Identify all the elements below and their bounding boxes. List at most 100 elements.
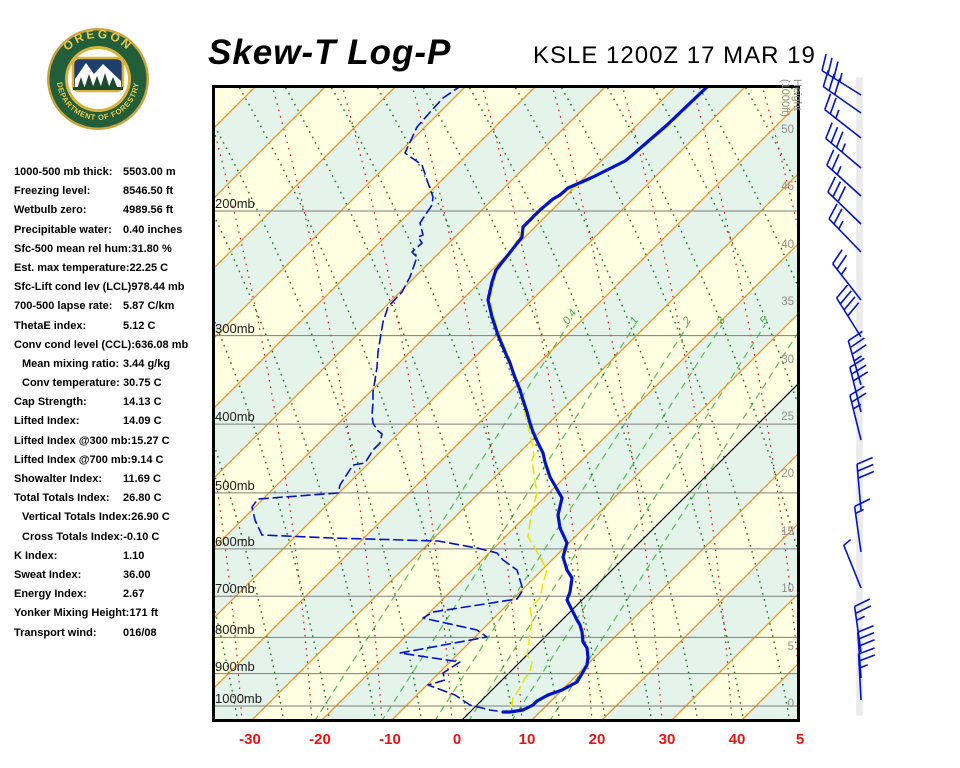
stat-label: Lifted Index: (14, 415, 80, 428)
stat-label: Total Totals Index: (14, 492, 110, 505)
pressure-label: 800mb (215, 622, 255, 638)
temperature-tick: -10 (379, 731, 401, 748)
station-datetime: KSLE 1200Z 17 MAR 19 (533, 42, 816, 69)
stat-value: 3.44 g/kg (123, 357, 171, 370)
stat-row: Mean mixing ratio: 3.44 g/kg (14, 358, 214, 377)
temperature-tick: -30 (239, 731, 261, 748)
stat-value: 5.87 C/km (123, 300, 175, 313)
stat-value: 5.12 C (123, 319, 156, 332)
stat-value: 11.69 C (123, 473, 161, 485)
stat-row: Freezing level: 8546.50 ft (14, 185, 214, 204)
stat-row: Lifted Index: 14.09 C (14, 415, 214, 434)
height-tick: 0 (787, 698, 794, 710)
stat-value: 31.80 % (131, 242, 172, 255)
stat-row: Yonker Mixing Height:171 ft (14, 607, 214, 626)
height-tick: 25 (781, 411, 794, 423)
stat-label: 700-500 lapse rate: (14, 300, 113, 313)
temperature-tick: 40 (728, 731, 746, 748)
skewt-plot-canvas: 0.4 1 2 3 5 8 (212, 85, 800, 722)
stat-row: Sfc-500 mean rel hum:31.80 % (14, 243, 214, 262)
stat-label: Sweat Index: (14, 568, 82, 581)
stat-row: Conv temperature: 30.75 C (14, 377, 214, 396)
stat-row: Lifted Index @300 mb:15.27 C (14, 435, 214, 454)
stat-row: 1000-500 mb thick: 5503.00 m (14, 166, 214, 185)
height-axis-title-line1: Height (791, 79, 803, 111)
stat-row: K Index: 1.10 (14, 550, 214, 569)
pressure-label: 300mb (215, 320, 255, 336)
temperature-tick: 0 (452, 731, 462, 748)
stat-label: Lifted Index @700 mb: (14, 453, 132, 466)
stat-row: Est. max temperature:22.25 C (14, 262, 214, 281)
stat-value: 26.80 C (123, 492, 162, 505)
stat-value: 14.13 C (123, 396, 162, 409)
stat-value: 5503.00 m (123, 166, 176, 178)
stat-value: 2.67 (123, 588, 145, 601)
stat-row: Vertical Totals Index:26.90 C (14, 511, 214, 530)
svg-text:1: 1 (628, 315, 641, 327)
height-tick: 35 (781, 296, 794, 309)
stat-row: Showalter Index: 11.69 C (14, 473, 214, 492)
stat-row: Wetbulb zero: 4989.56 ft (14, 204, 214, 223)
stat-label: Freezing level: (14, 185, 91, 198)
height-tick: 50 (781, 124, 794, 136)
stat-value: 26.90 C (131, 511, 170, 524)
stat-label: Cross Totals Index: (22, 530, 124, 543)
stat-label: Energy Index: (14, 588, 87, 601)
stat-value: 4989.56 ft (123, 204, 174, 217)
height-tick: 5 (787, 640, 794, 653)
stat-value: 14.09 C (123, 415, 162, 428)
stat-value: 9.14 C (131, 453, 164, 466)
stat-row: 700-500 lapse rate: 5.87 C/km (14, 300, 214, 319)
pressure-label: 900mb (215, 658, 255, 674)
stat-row: ThetaE index: 5.12 C (14, 320, 214, 339)
temperature-tick: -20 (309, 731, 331, 748)
stat-label: 1000-500 mb thick: (14, 166, 113, 178)
temperature-tick: 30 (658, 731, 676, 748)
stat-label: Wetbulb zero: (14, 204, 87, 217)
height-tick: 30 (781, 353, 794, 366)
logo-scene (71, 56, 125, 93)
stat-label: K Index: (14, 549, 58, 562)
stat-value: 636.08 mb (135, 338, 189, 351)
stat-row: Conv cond level (CCL):636.08 mb (14, 339, 214, 358)
page-title: Skew-T Log-P (208, 33, 452, 72)
stat-value: -0.10 C (123, 530, 160, 543)
pressure-label: 700mb (215, 581, 255, 597)
stat-label: Conv cond level (CCL): (14, 338, 136, 351)
stat-row: Energy Index: 2.67 (14, 588, 214, 607)
stat-label: Sfc-Lift cond lev (LCL) (14, 281, 132, 294)
sounding-indices-panel: 1000-500 mb thick: 5503.00 m Freezing leve… (14, 166, 214, 646)
stat-row: Sweat Index: 36.00 (14, 569, 214, 588)
stat-value: 36.00 (123, 568, 151, 581)
stat-label: Sfc-500 mean rel hum: (14, 242, 132, 255)
stat-value: 8546.50 ft (123, 185, 174, 198)
stat-label: Est. max temperature: (14, 261, 130, 274)
stat-row: Sfc-Lift cond lev (LCL)978.44 mb (14, 281, 214, 300)
stat-label: Cap Strength: (14, 396, 87, 409)
stat-row: Cross Totals Index:-0.10 C (14, 531, 214, 550)
stat-value: 171 ft (129, 607, 159, 620)
stat-value: 978.44 mb (131, 281, 185, 294)
pressure-label: 500mb (215, 477, 255, 493)
height-tick: 15 (781, 525, 794, 538)
skewt-plot: 0.4 1 2 3 5 8 200mb 300mb 400mb 500mb 600mb 700mb 8… (212, 79, 803, 722)
stat-label: Conv temperature: (22, 377, 120, 390)
stat-row: Lifted Index @700 mb:9.14 C (14, 454, 214, 473)
height-axis-title-line2: (1000ft) (779, 79, 791, 117)
stat-label: ThetaE index: (14, 319, 87, 332)
pressure-label: 600mb (215, 533, 255, 549)
pressure-label: 1000mb (215, 691, 262, 707)
height-axis-title: Height (1000ft) (779, 79, 803, 117)
stat-label: Precipitable water: (14, 223, 112, 236)
stat-label: Showalter Index: (14, 473, 103, 485)
height-tick: 10 (781, 583, 794, 596)
stat-label: Mean mixing ratio: (22, 357, 120, 370)
stat-value: 016/08 (123, 626, 157, 639)
height-tick: 45 (781, 181, 794, 194)
pressure-label: 400mb (215, 409, 255, 425)
stat-row: Transport wind: 016/08 (14, 627, 214, 646)
pressure-label: 200mb (215, 195, 255, 211)
stat-value: 22.25 C (129, 261, 169, 274)
stat-row: Precipitable water: 0.40 inches (14, 224, 214, 243)
